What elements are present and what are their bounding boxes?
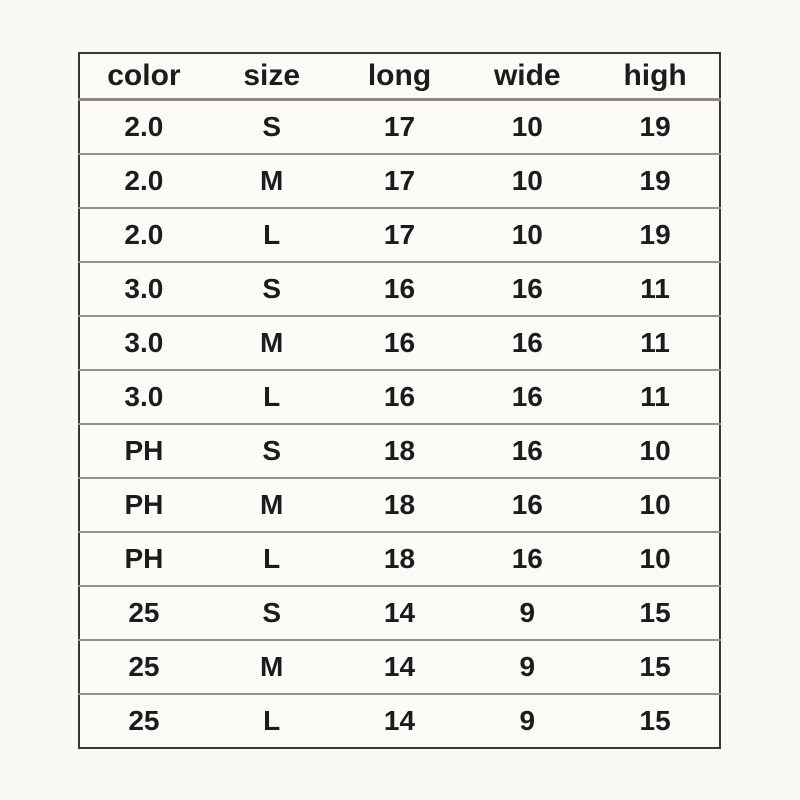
table-cell: S — [207, 99, 336, 155]
table-cell: 19 — [591, 208, 720, 263]
size-chart-table: color size long wide high 2.0 S 17 10 19 2.0 M 17 10… — [78, 52, 721, 749]
table-cell: 18 — [335, 424, 464, 479]
table-row: 3.0 S 16 16 11 — [79, 262, 720, 317]
table-row: PH M 18 16 10 — [79, 478, 720, 533]
table-cell: 16 — [463, 532, 592, 587]
table-cell: 17 — [335, 99, 464, 155]
table-cell: 11 — [591, 316, 720, 371]
table-cell: 19 — [591, 99, 720, 155]
table-cell: 25 — [79, 586, 208, 641]
table-cell: PH — [79, 532, 208, 587]
table-cell: 14 — [383, 705, 416, 736]
table-cell: PH — [79, 424, 208, 479]
table-row: 2.0 S 17 10 19 — [79, 99, 720, 155]
table-cell: 17 — [335, 208, 464, 263]
table-cell: 3.0 — [79, 370, 208, 425]
table-cell: 15 — [591, 640, 720, 695]
table-cell: 10 — [591, 532, 720, 587]
column-header-color: color — [79, 53, 208, 101]
table-cell: 14 — [335, 640, 464, 695]
table-cell: 10 — [591, 424, 720, 479]
table-cell: 16 — [335, 262, 464, 317]
table-cell: 19 — [591, 154, 720, 209]
size-chart-header: color size long wide high — [79, 53, 720, 101]
table-cell: 14 — [335, 586, 464, 641]
table-cell: L — [263, 705, 281, 736]
table-cell: 3.0 — [79, 316, 208, 371]
table-cell: M — [207, 478, 336, 533]
table-cell: 16 — [463, 424, 592, 479]
table-cell: L — [207, 370, 336, 425]
table-cell: 16 — [463, 316, 592, 371]
table-row: 2.0 M 17 10 19 — [79, 154, 720, 209]
table-cell: 9 — [463, 640, 592, 695]
table-cell: 16 — [463, 370, 592, 425]
header-row: color size long wide high — [79, 53, 720, 101]
table-cell: 15 — [639, 705, 671, 736]
table-cell: 16 — [335, 370, 464, 425]
table-cell: PH — [79, 478, 208, 533]
table-cell: M — [207, 154, 336, 209]
column-header-size: size — [207, 53, 336, 101]
table-cell: 16 — [335, 316, 464, 371]
table-row: 25 M 14 9 15 — [79, 640, 720, 695]
table-cell: 18 — [335, 478, 464, 533]
table-cell: 9 — [519, 705, 536, 736]
table-cell: 25 — [79, 640, 208, 695]
table-row: 3.0 M 16 16 11 — [79, 316, 720, 371]
table-cell: 3.0 — [79, 262, 208, 317]
table-cell: S — [207, 424, 336, 479]
table-cell: L — [207, 532, 336, 587]
table-cell: S — [207, 586, 336, 641]
table-cell: 16 — [463, 262, 592, 317]
table-cell: S — [207, 262, 336, 317]
table-cell: 10 — [463, 208, 592, 263]
table-cell: 18 — [335, 532, 464, 587]
table-cell: 10 — [591, 478, 720, 533]
column-header-long: long — [335, 53, 464, 101]
table-cell: 11 — [591, 370, 720, 425]
column-header-high: high — [591, 53, 720, 101]
table-cell: 2.0 — [79, 99, 208, 155]
table-row: 25 L 14 9 15 — [79, 694, 720, 748]
table-cell: 9 — [463, 586, 592, 641]
table-cell: 10 — [463, 99, 592, 155]
table-cell: 16 — [463, 478, 592, 533]
table-row: 25 S 14 9 15 — [79, 586, 720, 641]
table-cell: 10 — [463, 154, 592, 209]
table-cell: 2.0 — [79, 154, 208, 209]
table-row: 2.0 L 17 10 19 — [79, 208, 720, 263]
table-row: PH L 18 16 10 — [79, 532, 720, 587]
table-cell: 15 — [591, 586, 720, 641]
size-chart-body: 2.0 S 17 10 19 2.0 M 17 10 19 2.0 L 17 10 19 3.0 S 16 16 11… — [79, 99, 720, 749]
table-cell: M — [207, 640, 336, 695]
table-row: PH S 18 16 10 — [79, 424, 720, 479]
table-cell: 25 — [128, 705, 160, 736]
table-cell: M — [207, 316, 336, 371]
table-cell: 2.0 — [79, 208, 208, 263]
table-row: 3.0 L 16 16 11 — [79, 370, 720, 425]
table-cell: L — [207, 208, 336, 263]
column-header-wide: wide — [463, 53, 592, 101]
table-cell: 11 — [591, 262, 720, 317]
table-cell: 17 — [335, 154, 464, 209]
